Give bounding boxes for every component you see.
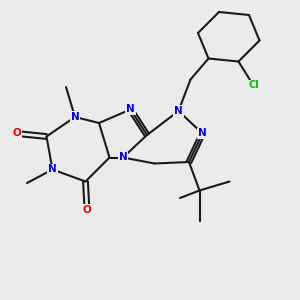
Text: N: N (126, 104, 135, 115)
Text: N: N (174, 106, 183, 116)
Text: N: N (118, 152, 127, 163)
Text: Cl: Cl (248, 80, 259, 91)
Text: N: N (48, 164, 57, 175)
Text: O: O (82, 205, 91, 215)
Text: N: N (70, 112, 80, 122)
Text: N: N (198, 128, 207, 139)
Text: O: O (12, 128, 21, 139)
